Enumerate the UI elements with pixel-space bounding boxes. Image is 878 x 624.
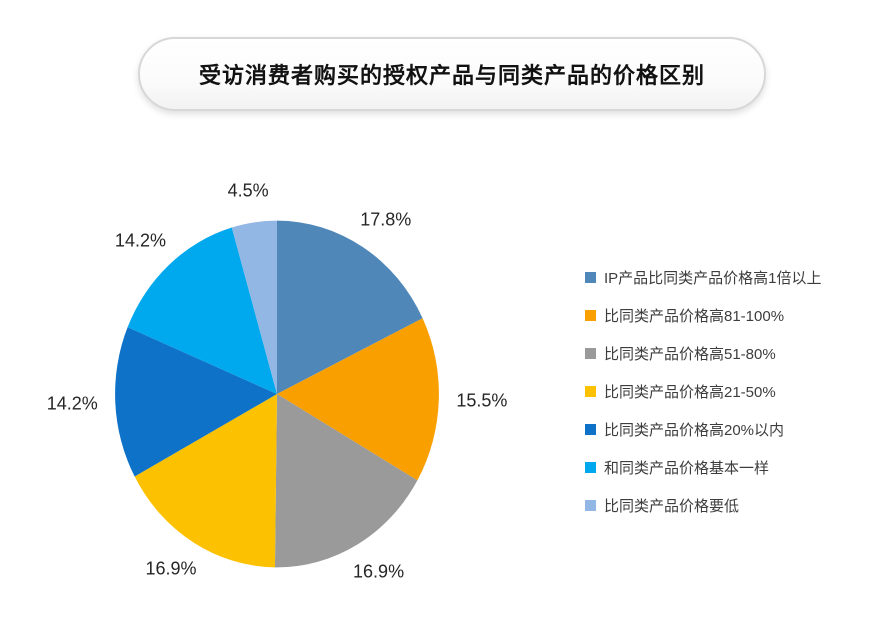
legend-item-label: 比同类产品价格高81-100% — [604, 307, 785, 325]
legend-item-6: 和同类产品价格基本一样 — [585, 448, 822, 486]
pie-slice-2 — [277, 318, 439, 481]
legend-swatch-icon — [585, 423, 596, 435]
legend-swatch-icon — [585, 385, 596, 397]
pie-slice-5 — [115, 327, 277, 477]
pie-value-label-2: 15.5% — [456, 390, 508, 411]
legend-item-4: 比同类产品价格高21-50% — [585, 372, 822, 410]
pie-value-label-7: 4.5% — [227, 180, 269, 201]
pie-slice-4 — [134, 394, 277, 568]
pie-value-label-1: 17.8% — [360, 209, 412, 230]
pie-slice-6 — [127, 227, 278, 394]
legend-item-2: 比同类产品价格高81-100% — [585, 296, 822, 334]
legend-swatch-icon — [585, 309, 596, 321]
pie-value-label-6: 14.2% — [114, 230, 166, 251]
legend-item-5: 比同类产品价格高20%以内 — [585, 410, 822, 448]
legend-swatch-icon — [585, 347, 596, 359]
legend-item-label: 比同类产品价格高51-80% — [604, 345, 776, 363]
chart-title: 受访消费者购买的授权产品与同类产品的价格区别 — [198, 63, 705, 88]
pie-slice-3 — [274, 394, 418, 568]
legend-item-1: IP产品比同类产品价格高1倍以上 — [585, 258, 822, 296]
legend-item-3: 比同类产品价格高51-80% — [585, 334, 822, 372]
legend-swatch-icon — [585, 461, 596, 473]
pie-value-label-4: 16.9% — [145, 558, 197, 579]
legend-item-label: 比同类产品价格要低 — [604, 497, 740, 515]
pie-value-label-5: 14.2% — [46, 393, 98, 414]
pie-slice-7 — [231, 220, 277, 394]
pie-slice-1 — [277, 220, 423, 394]
legend: IP产品比同类产品价格高1倍以上 比同类产品价格高81-100% 比同类产品价格高5… — [585, 258, 822, 524]
pie-chart — [115, 220, 439, 568]
legend-item-label: 和同类产品价格基本一样 — [604, 459, 770, 477]
legend-item-7: 比同类产品价格要低 — [585, 486, 822, 524]
legend-swatch-icon — [585, 271, 596, 283]
legend-item-label: IP产品比同类产品价格高1倍以上 — [604, 269, 822, 287]
chart-title-box: 受访消费者购买的授权产品与同类产品的价格区别 — [138, 37, 766, 111]
legend-swatch-icon — [585, 499, 596, 511]
legend-item-label: 比同类产品价格高21-50% — [604, 383, 776, 401]
pie-value-label-3: 16.9% — [353, 561, 405, 582]
legend-item-label: 比同类产品价格高20%以内 — [604, 421, 785, 439]
